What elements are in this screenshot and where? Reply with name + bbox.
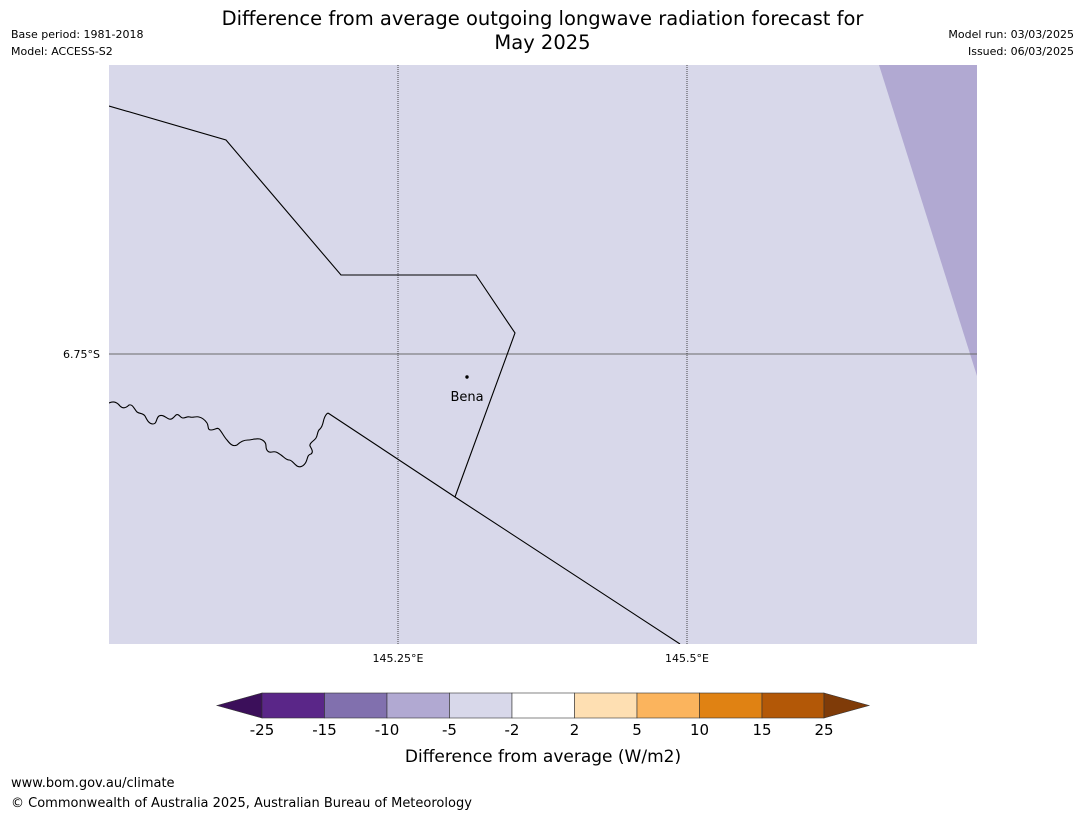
colorbar-segment-1 [261,692,325,719]
place-label-bena: Bena [450,390,483,405]
colorbar-segment-7 [636,692,700,719]
colorbar-segment-3 [386,692,450,719]
colorbar-tick-1: -25 [250,721,275,739]
colorbar-segment-5 [511,692,575,719]
colorbar-segment-4 [449,692,513,719]
colorbar-tick-4: -5 [442,721,457,739]
meta-right: Model run: 03/03/2025 Issued: 06/03/2025 [948,26,1074,60]
footer-copyright: © Commonwealth of Australia 2025, Austra… [11,796,472,811]
boundary-line-north [109,105,516,498]
colorbar-label: Difference from average (W/m2) [405,747,681,767]
colorbar-tick-3: -10 [375,721,400,739]
colorbar-tick-2: -15 [312,721,337,739]
colorbar-extend-low [215,692,263,719]
map-title-line-1: Difference from average outgoing longwav… [221,7,864,30]
base-period-text: Base period: 1981-2018 [11,28,144,41]
lon-label-145-25e: 145.25°E [373,652,424,665]
model-run-text: Model run: 03/03/2025 [948,28,1074,41]
footer: www.bom.gov.au/climate © Commonwealth of… [11,774,472,814]
colorbar-segment-2 [324,692,388,719]
place-marker-bena [465,375,469,379]
colorbar-segment-8 [699,692,763,719]
lat-label-6-75s: 6.75°S [63,348,100,361]
colorbar-segment-9 [761,692,825,719]
colorbar-tick-10: 25 [814,721,833,739]
colorbar-extend-high [823,692,871,719]
colorbar-tick-5: -2 [505,721,520,739]
issued-text: Issued: 06/03/2025 [967,45,1074,58]
colorbar-tick-8: 10 [690,721,709,739]
colorbar-tick-7: 5 [632,721,642,739]
map-title: Difference from average outgoing longwav… [180,7,905,55]
boundary-line-south [327,412,681,644]
colorbar-tick-6: 2 [570,721,580,739]
river-line [109,401,329,468]
map-title-line-2: May 2025 [494,31,591,54]
lon-label-145-5e: 145.5°E [665,652,709,665]
model-text: Model: ACCESS-S2 [11,45,113,58]
colorbar-tick-9: 15 [752,721,771,739]
meta-left: Base period: 1981-2018 Model: ACCESS-S2 [11,26,143,60]
colorbar: -25 -15 -10 -5 -2 2 5 10 15 25 Differenc… [215,692,871,767]
anomaly-region-minus-5-to-minus-10 [879,65,977,376]
map-panel: Bena 6.75°S 145.25°E 145.5°E [63,65,977,665]
footer-url: www.bom.gov.au/climate [11,776,175,791]
colorbar-segment-6 [574,692,638,719]
